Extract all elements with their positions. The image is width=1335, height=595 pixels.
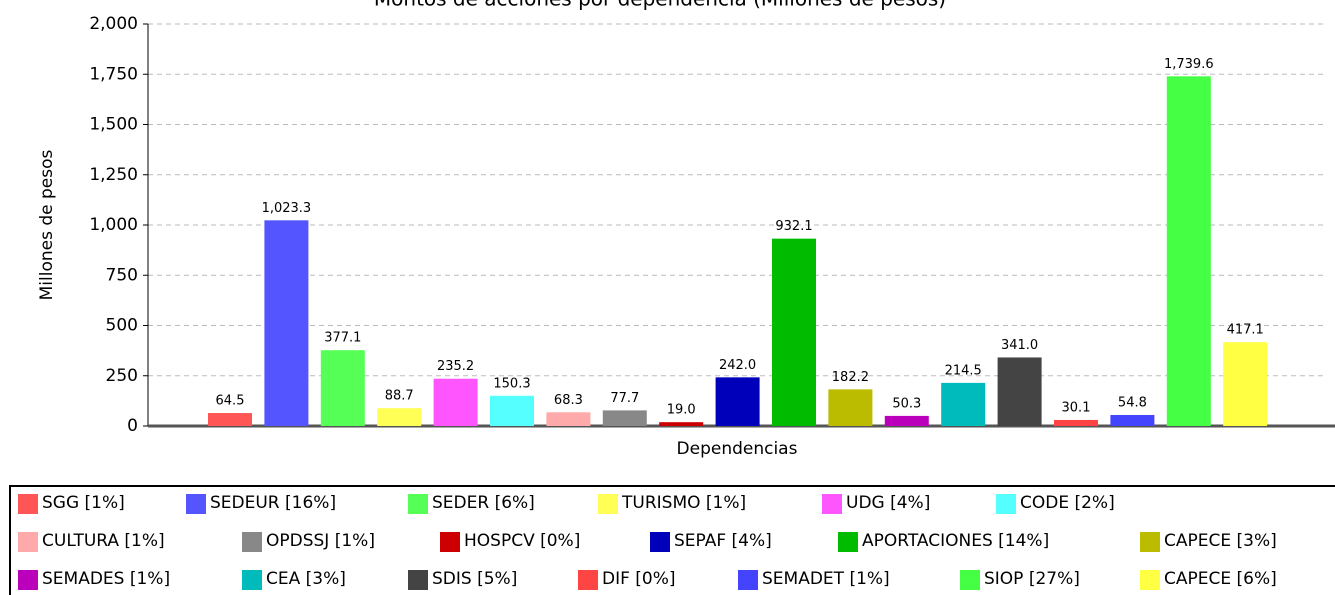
y-tick-label: 2,000 — [89, 14, 138, 34]
legend-label: APORTACIONES [14%] — [862, 531, 1049, 551]
y-axis-label: Millones de pesos — [37, 149, 57, 300]
bar — [1054, 419, 1098, 426]
value-label: 214.5 — [945, 363, 982, 378]
bar — [433, 378, 478, 426]
legend-label: SGG [1%] — [42, 493, 125, 513]
legend-swatch — [18, 494, 38, 514]
bar — [1166, 76, 1211, 427]
value-label: 150.3 — [493, 376, 530, 391]
value-label: 19.0 — [667, 403, 696, 418]
legend-label: SDIS [5%] — [432, 569, 517, 589]
bar — [884, 415, 929, 426]
legend-label: UDG [4%] — [846, 493, 930, 513]
value-label: 1,023.3 — [262, 201, 312, 216]
legend-label: DIF [0%] — [602, 569, 676, 589]
legend-swatch — [838, 532, 858, 552]
value-label: 88.7 — [385, 389, 414, 404]
legend-label: OPDSSJ [1%] — [266, 531, 375, 551]
legend-label: CULTURA [1%] — [42, 531, 165, 551]
legend-label: SEDEUR [16%] — [210, 493, 336, 513]
legend-swatch — [186, 494, 206, 514]
legend-label: SEMADES [1%] — [42, 569, 170, 589]
legend-label: SIOP [27%] — [984, 569, 1080, 589]
bar — [208, 413, 252, 426]
value-label: 64.5 — [216, 394, 245, 409]
legend-swatch — [822, 494, 842, 514]
value-label: 50.3 — [892, 396, 921, 411]
bar — [320, 350, 365, 426]
bar — [264, 220, 309, 426]
y-tick-label: 750 — [106, 265, 138, 285]
x-axis-label: Dependencias — [677, 439, 798, 459]
legend-swatch — [242, 532, 262, 552]
bar — [941, 382, 986, 426]
legend-label: CEA [3%] — [266, 569, 346, 589]
value-label: 54.8 — [1118, 395, 1147, 410]
bar — [602, 410, 647, 426]
y-tick-label: 0 — [127, 416, 138, 436]
bar — [1110, 414, 1155, 426]
legend-swatch — [18, 532, 38, 552]
value-label: 417.1 — [1227, 323, 1264, 338]
legend-swatch — [996, 494, 1016, 514]
legend-box — [9, 485, 1335, 595]
bar — [772, 238, 816, 426]
legend-swatch — [960, 570, 980, 590]
legend-label: SEDER [6%] — [432, 493, 535, 513]
bar — [546, 412, 591, 426]
legend-swatch — [1140, 532, 1160, 552]
bar — [715, 377, 760, 426]
bar — [1223, 342, 1268, 426]
legend-swatch — [242, 570, 262, 590]
value-label: 377.1 — [324, 331, 361, 346]
y-tick-label: 1,250 — [89, 165, 138, 185]
y-tick-label: 250 — [106, 366, 138, 386]
value-label: 68.3 — [554, 393, 583, 408]
legend-swatch — [650, 532, 670, 552]
legend-swatch — [1140, 570, 1160, 590]
legend-label: CAPECE [3%] — [1164, 531, 1277, 551]
value-label: 235.2 — [437, 359, 474, 374]
legend-swatch — [440, 532, 460, 552]
legend-label: CODE [2%] — [1020, 493, 1115, 513]
value-label: 77.7 — [610, 391, 639, 406]
legend-label: CAPECE [6%] — [1164, 569, 1277, 589]
y-tick-label: 1,750 — [89, 64, 138, 84]
bar — [997, 357, 1042, 426]
value-label: 1,739.6 — [1164, 57, 1214, 72]
value-label: 341.0 — [1001, 338, 1038, 353]
chart-title: Montos de acciones por dependencia (Mill… — [374, 0, 946, 11]
y-tick-label: 500 — [106, 316, 138, 336]
legend-swatch — [578, 570, 598, 590]
legend-swatch — [408, 494, 428, 514]
y-tick-label: 1,000 — [89, 215, 138, 235]
legend-swatch — [408, 570, 428, 590]
bar — [377, 408, 422, 426]
legend-swatch — [598, 494, 618, 514]
value-label: 242.0 — [719, 358, 756, 373]
legend-label: TURISMO [1%] — [621, 493, 746, 513]
value-label: 182.2 — [832, 370, 869, 385]
bar — [490, 395, 534, 426]
legend-label: SEMADET [1%] — [762, 569, 890, 589]
value-label: 30.1 — [1062, 400, 1091, 415]
legend-swatch — [738, 570, 758, 590]
bar — [828, 389, 873, 426]
y-tick-label: 1,500 — [89, 115, 138, 135]
bar — [659, 422, 704, 426]
value-label: 932.1 — [775, 219, 812, 234]
legend-label: SEPAF [4%] — [674, 531, 772, 551]
legend-swatch — [18, 570, 38, 590]
legend-label: HOSPCV [0%] — [464, 531, 580, 551]
